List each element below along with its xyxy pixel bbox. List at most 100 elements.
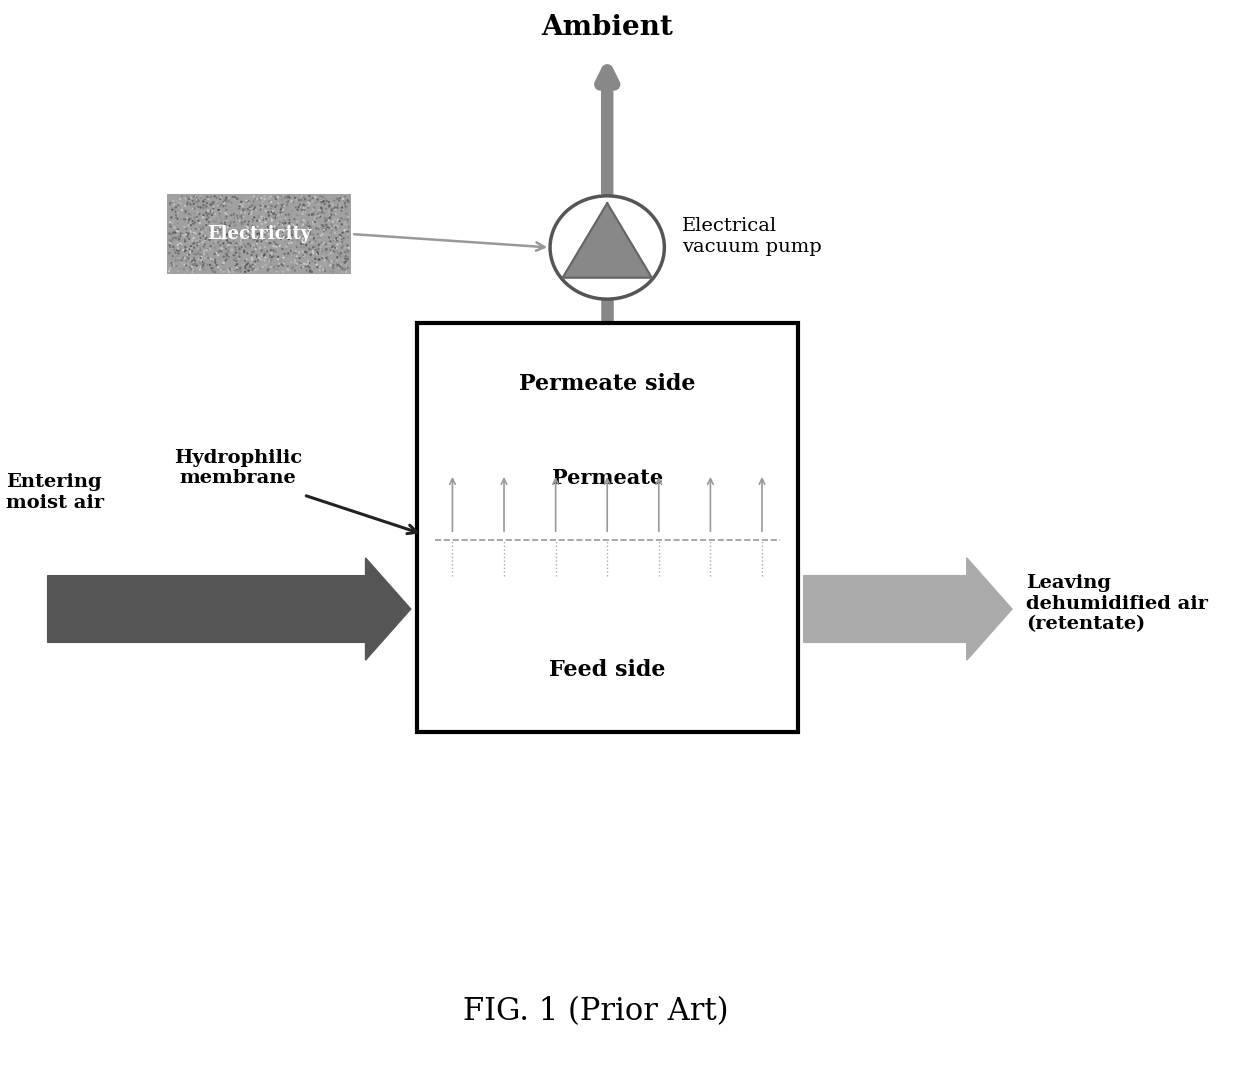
Point [221,261,241,279]
Point [223,207,243,224]
Point [172,227,192,244]
Point [219,193,239,210]
Point [321,242,341,259]
Point [269,215,289,232]
Point [327,211,347,228]
Point [330,220,350,237]
Point [182,260,202,278]
Point [306,189,326,207]
Point [167,237,187,254]
Point [336,253,356,270]
Point [246,192,265,209]
Point [202,261,222,279]
Point [309,201,329,218]
Point [316,241,336,258]
Point [247,239,267,256]
Point [188,193,208,210]
Point [165,256,185,273]
Point [294,193,314,210]
Point [336,258,356,275]
Point [311,258,331,275]
Point [335,254,355,271]
Point [260,253,280,270]
Point [213,240,233,257]
Point [308,245,327,263]
Point [176,188,196,206]
Point [273,250,293,267]
Point [208,235,228,252]
Point [249,212,269,229]
Point [298,213,317,230]
Point [294,258,314,275]
Point [191,188,211,206]
Point [257,263,277,280]
Point [188,251,208,268]
Point [331,210,351,227]
Point [249,211,269,228]
Point [207,199,227,216]
Point [325,200,345,217]
Point [303,239,322,256]
Point [185,214,205,231]
Point [165,194,185,211]
Point [326,218,346,236]
Point [237,256,257,273]
Point [196,204,216,222]
Point [232,208,252,225]
Point [250,213,270,230]
Point [339,209,358,226]
Point [176,221,196,238]
Point [201,188,221,206]
Point [198,197,218,214]
Point [239,230,259,247]
Point [181,243,201,260]
Point [253,209,273,226]
Point [308,209,327,226]
Point [195,192,215,209]
Point [205,213,224,230]
Point [278,257,298,274]
Point [247,249,267,266]
Point [200,192,219,209]
Point [184,224,203,241]
Point [218,193,238,210]
Point [324,207,343,224]
Point [231,224,250,241]
Point [223,188,243,206]
Point [181,221,201,238]
Point [289,254,309,271]
Point [166,209,186,226]
Point [181,250,201,267]
Point [294,223,314,240]
Point [247,225,267,242]
Point [278,245,298,263]
Point [177,220,197,237]
Point [182,193,202,210]
Point [281,215,301,232]
Point [171,261,191,279]
Point [233,243,253,260]
Point [206,222,226,239]
Point [283,218,303,236]
Point [308,240,327,257]
Point [306,210,326,227]
Point [265,247,285,265]
Point [197,229,217,246]
Point [219,210,239,227]
Point [332,260,352,278]
Point [215,224,234,241]
Point [244,200,264,217]
Point [304,202,324,220]
Point [254,230,274,247]
Point [267,259,286,277]
Point [193,260,213,278]
Point [316,238,336,255]
Point [331,230,351,247]
Point [253,211,273,228]
Point [337,259,357,277]
Point [166,244,186,261]
Point [285,256,305,273]
Point [299,254,319,271]
Point [327,232,347,250]
Point [296,243,316,260]
